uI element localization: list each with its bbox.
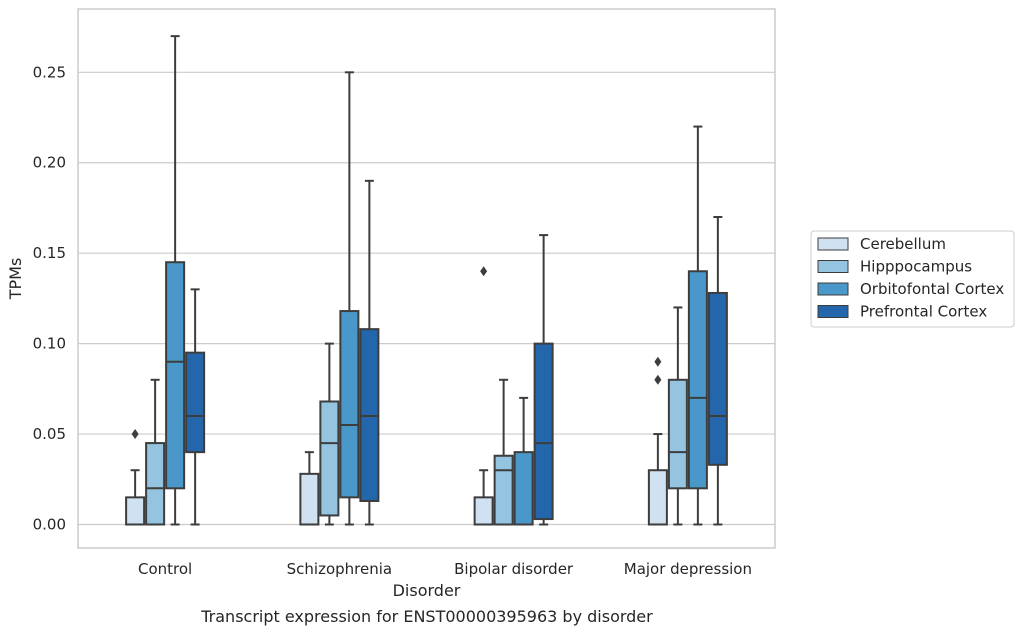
outlier-point <box>654 374 662 385</box>
box-iqr <box>145 442 166 526</box>
box-1-0 <box>299 451 320 526</box>
y-tick-label: 0.00 <box>33 515 66 533</box>
legend-label: Hipppocampus <box>860 258 972 276</box>
box-3-2 <box>687 125 708 526</box>
legend-swatch <box>817 305 849 318</box>
legend-swatch <box>817 282 849 296</box>
legend: Cerebellum Hipppocampus Orbitofontal Corte… <box>810 230 1015 328</box>
box-iqr <box>493 454 514 526</box>
box-2-3 <box>533 234 554 526</box>
box-iqr <box>125 496 146 526</box>
box-1-3 <box>359 179 380 526</box>
box-iqr <box>299 472 320 526</box>
box-iqr <box>185 351 206 454</box>
legend-item: Cerebellum <box>817 235 946 253</box>
y-tick-label: 0.20 <box>33 154 66 172</box>
box-iqr <box>473 496 494 526</box>
legend-swatch <box>817 237 849 251</box>
box-2-0 <box>473 266 494 526</box>
y-axis-ticks: 0.00 0.05 0.10 0.15 0.20 0.25 <box>33 63 66 533</box>
box-iqr <box>513 451 534 526</box>
box-0-2 <box>165 35 186 526</box>
x-axis-ticks: Control Schizophrenia Bipolar disorder Majo… <box>138 560 752 578</box>
plot-frame <box>77 8 776 549</box>
y-tick-label: 0.25 <box>33 63 66 81</box>
boxes <box>125 35 728 526</box>
legend-label: Orbitofontal Cortex <box>860 280 1004 298</box>
x-tick-label: Major depression <box>624 560 752 578</box>
box-iqr <box>533 342 554 521</box>
chart-caption: Transcript expression for ENST0000039596… <box>200 607 653 626</box>
x-axis-title: Disorder <box>393 581 461 600</box>
legend-item: Orbitofontal Cortex <box>817 280 1004 298</box>
box-3-0 <box>647 356 668 526</box>
box-0-3 <box>185 288 206 526</box>
box-2-1 <box>493 378 514 526</box>
y-tick-label: 0.10 <box>33 335 66 353</box>
box-0-1 <box>145 378 166 526</box>
y-tick-label: 0.15 <box>33 244 66 262</box>
box-iqr <box>707 291 728 466</box>
x-tick-label: Bipolar disorder <box>454 560 574 578</box>
box-3-1 <box>667 306 688 526</box>
legend-label: Cerebellum <box>860 235 946 253</box>
outlier-point <box>480 266 488 277</box>
legend-swatch <box>817 260 849 273</box>
legend-item: Prefrontal Cortex <box>817 303 987 321</box>
outlier-point <box>131 429 139 440</box>
legend-frame <box>810 230 1015 328</box>
box-2-2 <box>513 396 534 526</box>
legend-item: Hipppocampus <box>817 258 972 276</box>
box-iqr <box>647 469 668 526</box>
box-1-1 <box>319 342 340 526</box>
y-axis-title: TPMs <box>6 258 25 301</box>
box-iqr <box>319 400 340 517</box>
box-iqr <box>339 310 360 499</box>
box-3-3 <box>707 216 728 526</box>
box-iqr <box>687 270 708 490</box>
x-tick-label: Control <box>138 560 192 578</box>
box-iqr <box>667 378 688 490</box>
box-iqr <box>165 261 186 490</box>
y-tick-label: 0.05 <box>33 425 66 443</box>
outlier-point <box>654 356 662 367</box>
box-0-0 <box>125 429 146 526</box>
x-tick-label: Schizophrenia <box>287 560 392 578</box>
legend-label: Prefrontal Cortex <box>860 303 987 321</box>
box-1-2 <box>339 71 360 526</box>
